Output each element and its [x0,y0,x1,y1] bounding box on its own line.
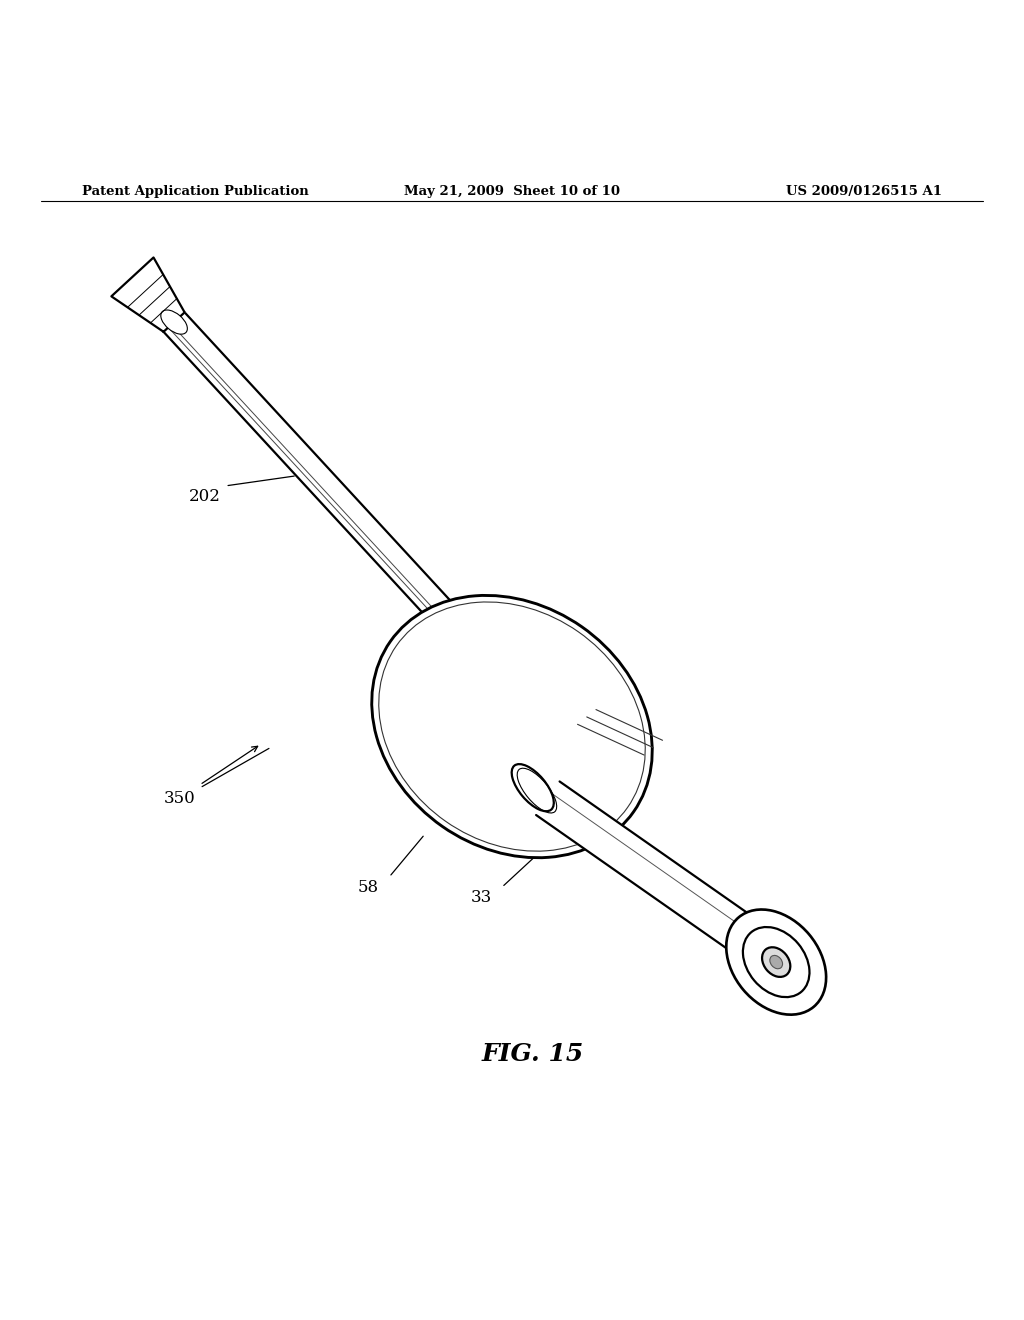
Ellipse shape [512,764,554,812]
Text: 58: 58 [358,879,379,896]
Text: 216: 216 [758,977,791,994]
Polygon shape [164,313,486,660]
Ellipse shape [742,927,810,997]
Ellipse shape [762,948,791,977]
Text: 352: 352 [770,940,803,957]
Ellipse shape [372,595,652,858]
Ellipse shape [161,310,187,334]
Ellipse shape [770,956,782,969]
Text: FIG. 15: FIG. 15 [481,1043,584,1067]
Text: US 2009/0126515 A1: US 2009/0126515 A1 [786,185,942,198]
Text: 33: 33 [471,890,492,906]
Text: May 21, 2009  Sheet 10 of 10: May 21, 2009 Sheet 10 of 10 [404,185,620,198]
Text: 202: 202 [188,487,221,504]
Text: 350: 350 [163,789,196,807]
Ellipse shape [726,909,826,1015]
Polygon shape [537,781,764,958]
Polygon shape [112,257,184,331]
Text: Patent Application Publication: Patent Application Publication [82,185,308,198]
